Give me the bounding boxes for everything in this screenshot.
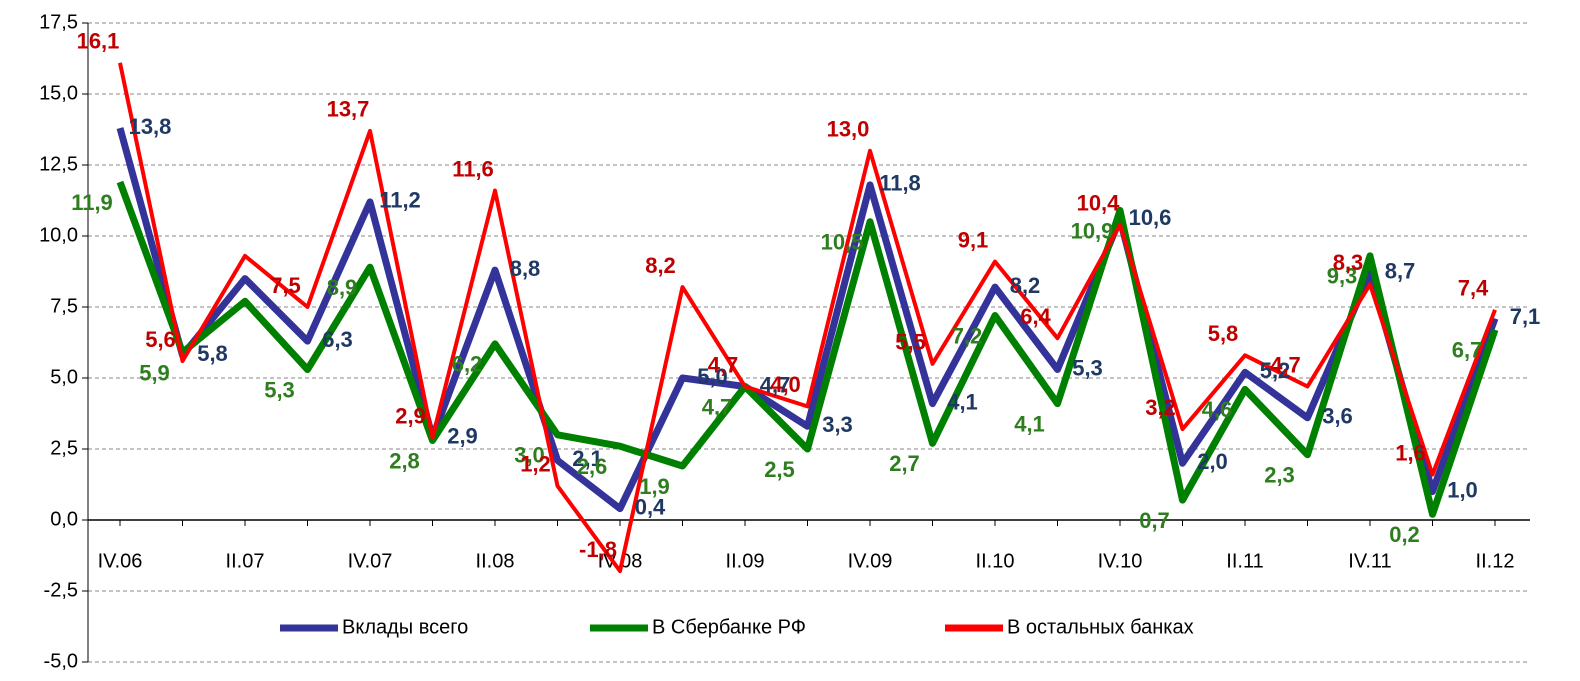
value-label: 7,2 — [952, 323, 983, 348]
x-tick-label: IV.09 — [848, 550, 893, 572]
value-label: 5,9 — [139, 360, 170, 385]
series-line — [118, 62, 1497, 574]
value-label: 2,0 — [1197, 449, 1228, 474]
x-tick-label: II.10 — [976, 550, 1015, 572]
value-label: 0,7 — [1139, 508, 1170, 533]
value-label: 8,8 — [510, 256, 541, 281]
value-label: 7,4 — [1458, 276, 1489, 301]
value-label: 4,1 — [1014, 411, 1045, 436]
value-label: 7,5 — [270, 273, 301, 298]
series-line — [116, 127, 1499, 513]
legend-label: В остальных банках — [1007, 616, 1194, 638]
y-tick-label: -5,0 — [44, 650, 78, 672]
value-label: 2,9 — [395, 403, 426, 428]
value-label: 13,0 — [827, 117, 870, 142]
value-label: 13,7 — [327, 97, 370, 122]
value-label: 1,9 — [639, 474, 670, 499]
y-tick-label: 7,5 — [50, 295, 78, 317]
value-label: 5,2 — [1260, 358, 1291, 383]
value-label: 3,2 — [1145, 395, 1176, 420]
value-label: 8,3 — [1333, 250, 1364, 275]
value-label: 6,2 — [452, 352, 483, 377]
value-label: 5,0 — [697, 364, 728, 389]
value-label: 5,5 — [895, 330, 926, 355]
value-label: 10,5 — [821, 230, 864, 255]
value-label: 10,9 — [1071, 218, 1114, 243]
value-label: 9,1 — [958, 227, 989, 252]
y-tick-label: 12,5 — [39, 153, 78, 175]
value-label: 4,7 — [1270, 352, 1301, 377]
x-tick-label: IV.06 — [98, 550, 143, 572]
value-label: 4,7 — [702, 394, 733, 419]
x-tick-label: II.08 — [476, 550, 515, 572]
y-tick-label: 10,0 — [39, 224, 78, 246]
value-label: 6,7 — [1452, 338, 1483, 363]
value-label: 2,3 — [1264, 462, 1295, 487]
value-label: 16,1 — [77, 29, 120, 54]
value-label: 5,6 — [145, 327, 176, 352]
y-tick-label: 17,5 — [39, 11, 78, 33]
value-label: 5,3 — [1072, 355, 1103, 380]
value-label: 2,7 — [889, 451, 920, 476]
y-tick-label: 15,0 — [39, 82, 78, 104]
value-label: 2,8 — [389, 448, 420, 473]
value-label: 4,6 — [1202, 397, 1233, 422]
value-label: 11,6 — [452, 156, 494, 181]
value-label: 4,7 — [760, 372, 791, 397]
value-label: 9,3 — [1327, 264, 1358, 289]
value-label: -1,8 — [579, 537, 617, 562]
x-tick-label: II.12 — [1476, 550, 1515, 572]
value-label: 6,4 — [1020, 304, 1051, 329]
value-label: 4,0 — [770, 372, 801, 397]
value-label: 8,2 — [645, 253, 676, 278]
value-label: 3,0 — [514, 443, 545, 468]
legend-label: Вклады всего — [342, 616, 468, 638]
value-label: 0,2 — [1389, 522, 1420, 547]
value-label: 1,2 — [520, 452, 551, 477]
value-label: 4,1 — [947, 389, 978, 414]
value-label: 11,2 — [379, 188, 421, 213]
value-label: 5,8 — [197, 341, 228, 366]
value-label: 2,1 — [572, 446, 603, 471]
value-label: 11,8 — [879, 171, 921, 196]
y-tick-label: 5,0 — [50, 366, 78, 388]
value-label: 1,0 — [1447, 477, 1478, 502]
value-label: 5,3 — [264, 377, 295, 402]
value-label: 1,6 — [1395, 440, 1426, 465]
value-label: 6,3 — [322, 327, 353, 352]
value-label: 13,8 — [129, 114, 172, 139]
value-label: 4,7 — [708, 352, 739, 377]
value-label: 11,9 — [71, 190, 113, 215]
value-label: 2,5 — [764, 457, 795, 482]
x-tick-label: II.11 — [1226, 550, 1263, 572]
value-label: 2,9 — [447, 423, 478, 448]
value-label: 2,6 — [577, 454, 608, 479]
y-tick-label: 0,0 — [50, 508, 78, 530]
value-label: 5,8 — [1208, 321, 1239, 346]
x-tick-label: IV.10 — [1098, 550, 1143, 572]
series-line — [116, 180, 1499, 518]
value-label: 8,2 — [1010, 273, 1041, 298]
value-label: 8,7 — [1385, 259, 1416, 284]
x-tick-label: II.07 — [226, 550, 265, 572]
x-tick-label: IV.11 — [1348, 550, 1391, 572]
legend-label: В Сбербанке РФ — [652, 616, 806, 638]
y-tick-label: 2,5 — [50, 437, 78, 459]
value-label: 8,9 — [327, 275, 358, 300]
value-label: 0,4 — [635, 494, 666, 519]
value-label: 10,4 — [1077, 190, 1121, 215]
x-tick-label: II.09 — [726, 550, 765, 572]
value-label: 3,6 — [1322, 404, 1353, 429]
value-label: 3,3 — [822, 412, 853, 437]
value-label: 7,1 — [1510, 304, 1541, 329]
x-tick-label: IV.07 — [348, 550, 393, 572]
y-tick-label: -2,5 — [44, 579, 78, 601]
value-label: 10,6 — [1129, 205, 1172, 230]
